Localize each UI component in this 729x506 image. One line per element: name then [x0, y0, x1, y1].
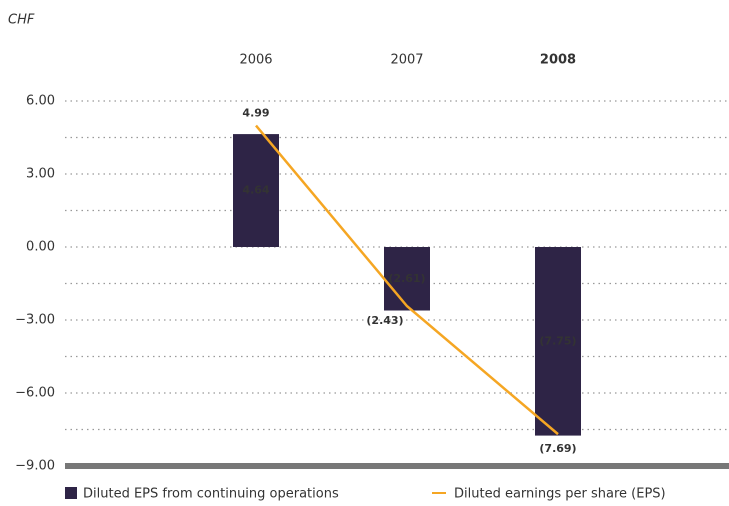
- line-value-label: 4.99: [242, 107, 269, 120]
- legend-label: Diluted EPS from continuing operations: [83, 487, 339, 502]
- legend-swatch: [65, 487, 77, 499]
- line: [255, 124, 559, 436]
- bar-value-label: (2.61): [388, 272, 425, 285]
- bar-value-label: 4.64: [242, 184, 269, 197]
- bar: [384, 247, 430, 311]
- bar: [535, 247, 581, 436]
- y-tick-label: 6.00: [26, 94, 55, 109]
- y-tick-label: −9.00: [15, 459, 55, 474]
- bar-value-label: (7.75): [539, 334, 576, 347]
- unit-label: CHF: [8, 13, 35, 28]
- x-tick-label: 2008: [540, 53, 576, 68]
- y-tick-label: 0.00: [26, 240, 55, 255]
- bar: [233, 134, 279, 247]
- y-tick-label: 3.00: [26, 167, 55, 182]
- legend-label: Diluted earnings per share (EPS): [454, 487, 666, 502]
- line-value-label: (2.43): [366, 314, 403, 327]
- x-tick-label: 2007: [390, 53, 423, 68]
- line-value-label: (7.69): [539, 442, 576, 455]
- x-tick-label: 2006: [239, 53, 272, 68]
- y-tick-label: −6.00: [15, 386, 55, 401]
- y-tick-label: −3.00: [15, 313, 55, 328]
